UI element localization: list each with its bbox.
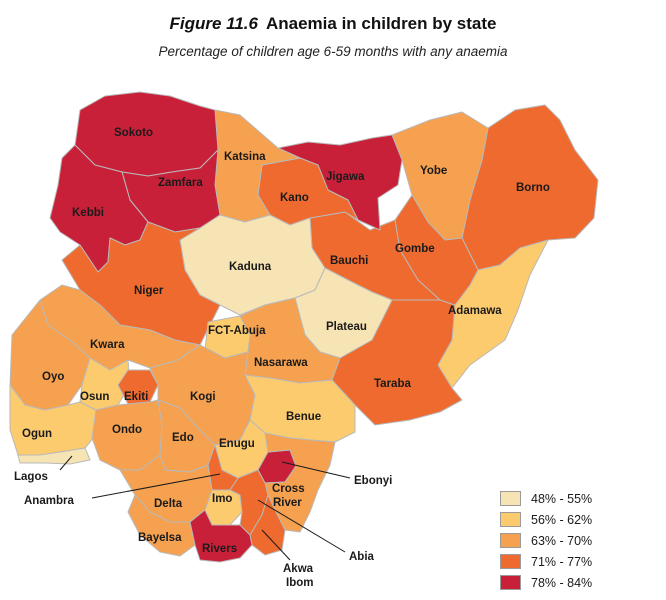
state-bayelsa xyxy=(127,494,196,557)
label-benue: Benue xyxy=(286,411,321,423)
label-enugu: Enugu xyxy=(219,438,255,450)
legend-label: 63% - 70% xyxy=(531,533,593,548)
label-cross-river-line1: Cross xyxy=(272,483,305,495)
label-cross-river-line2: River xyxy=(273,497,302,509)
label-delta: Delta xyxy=(154,498,183,510)
label-taraba: Taraba xyxy=(374,378,411,390)
callout-abia xyxy=(257,499,346,553)
label-anambra: Anambra xyxy=(24,495,74,507)
label-ogun: Ogun xyxy=(22,428,52,440)
label-imo: Imo xyxy=(212,493,232,505)
label-cross: Cross River xyxy=(272,483,305,509)
label-edo: Edo xyxy=(172,432,194,444)
legend-swatch xyxy=(500,533,521,548)
state-yobe xyxy=(391,111,489,241)
legend-item: 63% - 70% xyxy=(500,530,650,551)
label-fct-abuja: FCT-Abuja xyxy=(208,325,266,337)
label-rivers: Rivers xyxy=(202,543,237,555)
legend-swatch xyxy=(500,575,521,590)
legend-swatch xyxy=(500,491,521,506)
legend-item: 48% - 55% xyxy=(500,488,650,509)
legend-label: 71% - 77% xyxy=(531,554,593,569)
legend-item: 78% - 84% xyxy=(500,572,650,593)
legend-swatch xyxy=(500,554,521,569)
label-jigawa: Jigawa xyxy=(326,171,365,183)
legend-label: 78% - 84% xyxy=(531,575,593,590)
label-osun: Osun xyxy=(80,391,109,403)
label-bauchi: Bauchi xyxy=(330,255,368,267)
callout-akwa-ibom xyxy=(261,529,291,561)
legend-label: 48% - 55% xyxy=(531,491,593,506)
label-lagos: Lagos xyxy=(14,471,48,483)
label-akwa-ibom-line1: Akwa xyxy=(283,563,314,575)
label-katsina: Katsina xyxy=(224,151,266,163)
state-lagos xyxy=(17,447,91,465)
state-rivers xyxy=(189,509,253,563)
map-legend: 48% - 55% 56% - 62% 63% - 70% 71% - 77% … xyxy=(500,488,650,593)
label-gombe: Gombe xyxy=(395,243,435,255)
legend-swatch xyxy=(500,512,521,527)
label-oyo: Oyo xyxy=(42,371,64,383)
callout-lagos xyxy=(59,455,73,471)
figure-subtitle: Percentage of children age 6-59 months w… xyxy=(158,44,508,59)
label-sokoto: Sokoto xyxy=(114,127,153,139)
label-kano: Kano xyxy=(280,192,309,204)
label-abia: Abia xyxy=(349,551,375,563)
figure-title-text: Anaemia in children by state xyxy=(265,14,497,33)
label-plateau: Plateau xyxy=(326,321,367,333)
label-akwa-ibom-line2: Ibom xyxy=(286,577,313,589)
label-kwara: Kwara xyxy=(90,339,125,351)
label-ekiti: Ekiti xyxy=(124,391,148,403)
legend-item: 56% - 62% xyxy=(500,509,650,530)
label-yobe: Yobe xyxy=(420,165,447,177)
legend-item: 71% - 77% xyxy=(500,551,650,572)
label-adamawa: Adamawa xyxy=(448,305,502,317)
figure-title: Figure 11.6 Anaemia in children by state xyxy=(0,14,666,34)
label-bayelsa: Bayelsa xyxy=(138,532,182,544)
label-akwa-ibom: Akwa Ibom xyxy=(283,563,314,589)
label-kebbi: Kebbi xyxy=(72,207,104,219)
legend-label: 56% - 62% xyxy=(531,512,593,527)
label-ebonyi: Ebonyi xyxy=(354,475,392,487)
label-niger: Niger xyxy=(134,285,164,297)
label-zamfara: Zamfara xyxy=(158,177,203,189)
label-kaduna: Kaduna xyxy=(229,261,272,273)
figure-number: Figure 11.6 xyxy=(169,14,258,33)
callout-ebonyi xyxy=(281,461,351,479)
label-nasarawa: Nasarawa xyxy=(254,357,308,369)
label-borno: Borno xyxy=(516,182,550,194)
label-kogi: Kogi xyxy=(190,391,216,403)
callout-anambra xyxy=(91,473,221,499)
label-ondo: Ondo xyxy=(112,424,142,436)
